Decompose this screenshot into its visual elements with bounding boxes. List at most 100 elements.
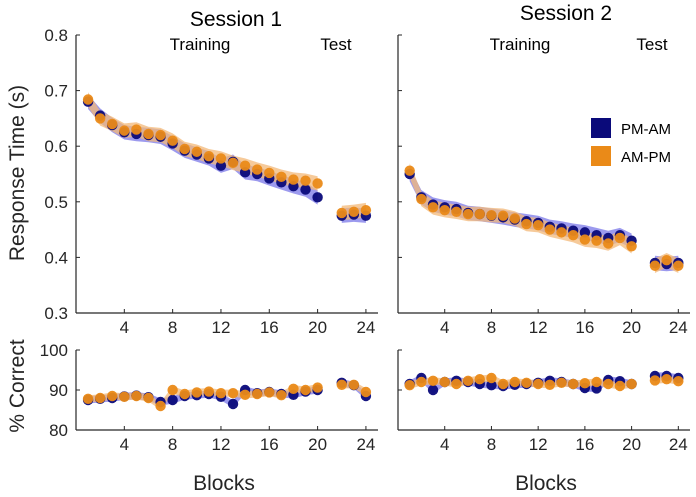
data-point-am-pm (288, 174, 299, 185)
x-tick-label: 8 (168, 435, 177, 454)
data-point-am-pm (131, 124, 142, 135)
data-point-am-pm (416, 193, 427, 205)
data-point-am-pm (348, 379, 360, 390)
data-point-am-pm (252, 164, 263, 175)
legend-label-am-pm: AM-PM (621, 149, 671, 166)
data-point-am-pm (603, 378, 614, 390)
x-tick-label: 20 (622, 435, 641, 454)
data-point-pm-am (167, 394, 178, 406)
data-point-am-pm (348, 206, 360, 218)
data-point-am-pm (82, 94, 94, 105)
x-tick-label: 20 (308, 318, 327, 337)
y-axis-label-rt: Response Time (s) (6, 85, 29, 261)
data-point-am-pm (404, 380, 415, 391)
x-tick-label: 20 (622, 318, 641, 337)
data-point-am-pm (179, 388, 190, 400)
data-point-am-pm (427, 375, 439, 386)
data-point-am-pm (568, 378, 579, 390)
data-point-am-pm (439, 376, 450, 388)
data-point-am-pm (82, 393, 94, 404)
data-point-am-pm (603, 238, 614, 249)
data-point-am-pm (143, 128, 154, 140)
data-point-pm-am (486, 380, 497, 391)
data-point-am-pm (239, 389, 251, 400)
data-point-am-pm (474, 208, 485, 220)
y-tick-label: 0.5 (44, 193, 68, 212)
data-point-am-pm (288, 383, 299, 394)
data-point-am-pm (119, 391, 130, 402)
data-point-am-pm (227, 388, 239, 399)
x-tick-label: 8 (487, 318, 496, 337)
data-point-am-pm (416, 376, 427, 388)
x-tick-label: 12 (211, 318, 230, 337)
x-tick-label: 4 (120, 318, 129, 337)
legend-swatch-pm-am (591, 118, 611, 138)
x-tick-label: 16 (575, 435, 594, 454)
data-point-pm-am (300, 184, 311, 195)
data-point-am-pm (626, 378, 637, 390)
data-point-am-pm (107, 118, 118, 130)
x-axis-label-s1: Blocks (193, 472, 255, 495)
panel-title-session-1: Session 1 (190, 8, 282, 31)
data-point-am-pm (544, 224, 556, 235)
x-tick-label: 24 (669, 318, 688, 337)
data-point-am-pm (191, 387, 202, 398)
error-band-am-pm (341, 381, 366, 396)
legend: PM-AM AM-PM (591, 118, 671, 166)
phase-label-test-s2: Test (636, 35, 667, 54)
data-point-am-pm (462, 208, 474, 220)
data-point-am-pm (131, 390, 142, 402)
data-point-am-pm (497, 378, 509, 390)
data-point-am-pm (579, 234, 591, 245)
legend-label-pm-am: PM-AM (621, 121, 671, 138)
x-tick-label: 12 (529, 435, 548, 454)
data-point-am-pm (252, 388, 263, 400)
x-tick-label: 4 (440, 318, 449, 337)
y-tick-label: 100 (40, 341, 68, 360)
data-point-am-pm (486, 372, 497, 384)
data-point-am-pm (360, 386, 372, 398)
y-tick-label: 90 (49, 381, 68, 400)
data-point-am-pm (591, 235, 602, 246)
data-point-am-pm (532, 219, 544, 231)
data-point-am-pm (360, 204, 372, 216)
x-tick-label: 12 (529, 318, 548, 337)
x-tick-label: 16 (260, 318, 279, 337)
x-tick-label: 24 (356, 318, 375, 337)
data-point-am-pm (451, 378, 462, 390)
data-point-am-pm (509, 213, 520, 224)
data-point-am-pm (336, 379, 347, 390)
x-tick-label: 4 (440, 435, 449, 454)
data-point-am-pm (94, 392, 106, 404)
data-point-am-pm (119, 125, 130, 136)
data-point-am-pm (614, 232, 626, 244)
data-point-am-pm (203, 386, 215, 397)
x-tick-label: 4 (120, 435, 129, 454)
data-point-am-pm (143, 392, 154, 404)
x-tick-label: 12 (211, 435, 230, 454)
y-tick-label: 0.8 (44, 26, 68, 45)
data-point-am-pm (497, 210, 509, 221)
plot-accuracy-session-1: 80 90 100 4 8 12 16 20 24 (40, 341, 378, 454)
data-point-am-pm (179, 143, 190, 155)
data-point-am-pm (521, 377, 532, 388)
x-axis-label-s2: Blocks (515, 472, 577, 495)
data-point-am-pm (509, 376, 520, 388)
plot-rt-session-1: 0.3 0.4 0.5 0.6 0.7 0.8 4 8 12 16 20 24 (44, 26, 378, 337)
panel-title-session-2: Session 2 (520, 2, 612, 25)
data-point-am-pm (649, 260, 661, 271)
data-point-am-pm (544, 379, 556, 390)
data-point-am-pm (94, 113, 106, 124)
y-tick-label: 80 (49, 421, 68, 440)
data-point-am-pm (556, 227, 567, 238)
data-point-am-pm (556, 377, 567, 388)
data-point-pm-am (227, 398, 239, 410)
data-point-am-pm (155, 400, 166, 412)
data-point-pm-am (215, 160, 227, 171)
data-point-am-pm (239, 160, 251, 171)
data-point-am-pm (591, 376, 602, 388)
x-tick-label: 24 (669, 435, 688, 454)
data-point-am-pm (191, 146, 202, 157)
data-point-am-pm (167, 135, 178, 146)
